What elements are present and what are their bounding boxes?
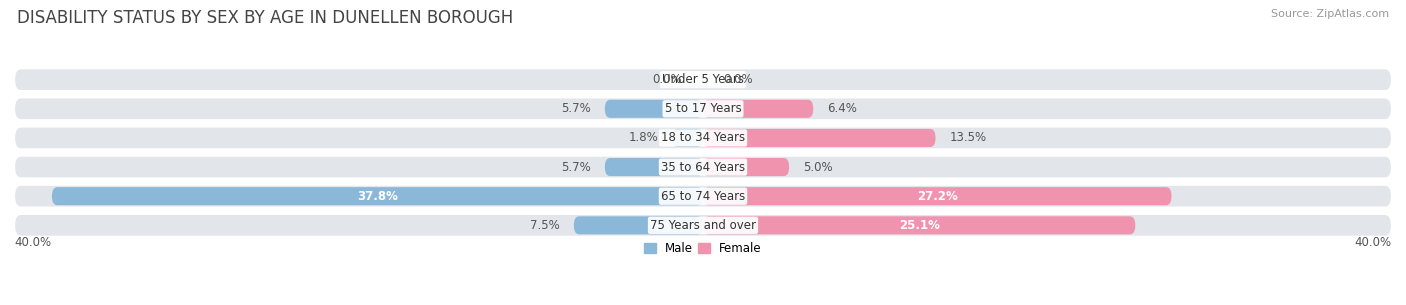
Text: 40.0%: 40.0% [1355,236,1392,249]
Text: 37.8%: 37.8% [357,190,398,203]
FancyBboxPatch shape [703,100,813,118]
Text: 40.0%: 40.0% [14,236,51,249]
Text: 5.0%: 5.0% [803,160,832,174]
Text: 65 to 74 Years: 65 to 74 Years [661,190,745,203]
Text: 1.8%: 1.8% [628,131,658,145]
Text: Source: ZipAtlas.com: Source: ZipAtlas.com [1271,9,1389,19]
Text: 18 to 34 Years: 18 to 34 Years [661,131,745,145]
FancyBboxPatch shape [52,187,703,205]
FancyBboxPatch shape [574,216,703,234]
FancyBboxPatch shape [605,100,703,118]
Text: 5.7%: 5.7% [561,102,591,115]
FancyBboxPatch shape [703,187,1171,205]
Text: 7.5%: 7.5% [530,219,560,232]
Legend: Male, Female: Male, Female [640,237,766,260]
Text: 35 to 64 Years: 35 to 64 Years [661,160,745,174]
Text: 75 Years and over: 75 Years and over [650,219,756,232]
FancyBboxPatch shape [14,185,1392,208]
Text: Under 5 Years: Under 5 Years [662,73,744,86]
FancyBboxPatch shape [703,216,1135,234]
FancyBboxPatch shape [703,129,935,147]
FancyBboxPatch shape [14,68,1392,91]
FancyBboxPatch shape [672,129,703,147]
FancyBboxPatch shape [14,156,1392,178]
FancyBboxPatch shape [605,158,703,176]
FancyBboxPatch shape [703,158,789,176]
Text: 13.5%: 13.5% [949,131,987,145]
Text: 6.4%: 6.4% [827,102,856,115]
FancyBboxPatch shape [14,214,1392,237]
FancyBboxPatch shape [14,127,1392,149]
Text: 0.0%: 0.0% [724,73,754,86]
Text: 27.2%: 27.2% [917,190,957,203]
Text: DISABILITY STATUS BY SEX BY AGE IN DUNELLEN BOROUGH: DISABILITY STATUS BY SEX BY AGE IN DUNEL… [17,9,513,27]
Text: 5.7%: 5.7% [561,160,591,174]
Text: 0.0%: 0.0% [652,73,682,86]
Text: 5 to 17 Years: 5 to 17 Years [665,102,741,115]
Text: 25.1%: 25.1% [898,219,939,232]
FancyBboxPatch shape [14,97,1392,120]
